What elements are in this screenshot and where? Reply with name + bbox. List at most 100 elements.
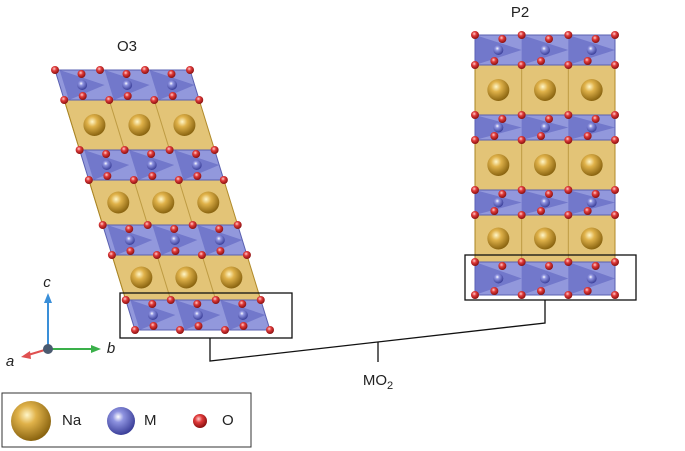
bracket-label-main: MO xyxy=(363,372,387,389)
na-atom xyxy=(580,227,603,250)
o-atom xyxy=(194,322,203,330)
prism-edge xyxy=(108,99,126,151)
o-atom xyxy=(96,66,104,74)
na-atom xyxy=(128,114,151,136)
o-atom xyxy=(105,96,114,104)
o-atom xyxy=(107,251,116,259)
m-atom xyxy=(540,122,550,133)
o-atom xyxy=(517,111,526,119)
o-atom xyxy=(471,61,479,69)
o-atom xyxy=(102,150,111,158)
o-atom xyxy=(490,207,499,215)
o-atom xyxy=(517,136,526,144)
na-atom xyxy=(197,191,220,214)
m-atom xyxy=(191,160,202,170)
na-atom xyxy=(487,227,510,250)
m-atom xyxy=(237,310,248,320)
o-atom xyxy=(120,146,129,154)
o-atom xyxy=(98,221,107,229)
na-atom xyxy=(130,266,153,289)
o-atom xyxy=(121,296,130,304)
o-atom xyxy=(498,262,507,270)
o-atom xyxy=(188,221,197,229)
o-atom xyxy=(611,291,619,299)
o-atom xyxy=(591,262,600,270)
o-atom xyxy=(611,211,619,219)
o-atom xyxy=(517,186,526,194)
o-atom xyxy=(51,66,59,74)
axis-label: a xyxy=(6,353,14,370)
o-atom xyxy=(611,136,619,144)
m-atom xyxy=(493,45,504,55)
m-atom xyxy=(146,160,157,170)
m-atom xyxy=(586,197,597,208)
o-atom xyxy=(149,322,158,330)
o-atom xyxy=(166,296,175,304)
m-atom xyxy=(77,80,88,90)
prism-edge xyxy=(178,179,194,226)
o-atom xyxy=(195,96,204,104)
m-atom xyxy=(586,45,597,55)
o-atom xyxy=(611,258,619,266)
prism-edge xyxy=(88,179,104,226)
o-atom xyxy=(583,287,592,295)
o-atom xyxy=(75,146,84,154)
o-atom xyxy=(471,211,479,219)
o-atom xyxy=(498,115,507,123)
o-atom xyxy=(583,57,592,65)
m-atom xyxy=(540,45,550,55)
structure-label: P2 xyxy=(511,4,529,21)
m-atom xyxy=(493,273,504,284)
o-atom xyxy=(564,291,573,299)
o-atom xyxy=(490,287,499,295)
o-atom xyxy=(78,92,87,100)
o-atom xyxy=(239,322,248,330)
axis-label: b xyxy=(107,340,115,357)
o-atom xyxy=(126,247,135,255)
o-atom xyxy=(490,132,499,140)
o-atom xyxy=(219,176,228,184)
o-atom xyxy=(221,326,229,334)
o-atom xyxy=(77,70,86,78)
o-atom xyxy=(471,291,479,299)
o-atom xyxy=(211,296,220,304)
o-atom xyxy=(537,207,545,215)
o-atom xyxy=(545,262,553,270)
m-atom xyxy=(101,160,112,170)
o-atom xyxy=(517,211,526,219)
o-atom xyxy=(545,190,553,198)
o-atom xyxy=(148,300,157,308)
na-atom xyxy=(534,154,556,176)
o-atom xyxy=(537,132,545,140)
o-atom xyxy=(176,326,184,334)
o-atom xyxy=(545,115,553,123)
o-atom xyxy=(517,31,526,39)
bracket-label-subscript: 2 xyxy=(387,380,393,392)
o-atom xyxy=(564,111,573,119)
o-atom xyxy=(517,291,526,299)
o-atom xyxy=(564,211,573,219)
o-atom xyxy=(266,326,274,334)
m-atom xyxy=(169,235,180,245)
m-atom xyxy=(147,310,158,320)
o-atom xyxy=(174,176,183,184)
o-atom xyxy=(193,300,202,308)
na-atom xyxy=(580,154,603,176)
o-atom xyxy=(129,176,138,184)
o-atom xyxy=(148,172,157,180)
axes-triad xyxy=(21,293,101,359)
m-atom xyxy=(540,197,550,208)
o-atom xyxy=(165,146,174,154)
m-atom xyxy=(124,235,135,245)
o-atom xyxy=(192,150,201,158)
o-atom xyxy=(471,186,479,194)
prism-edge xyxy=(63,99,81,151)
na-atom xyxy=(220,266,243,289)
o-atom xyxy=(256,296,265,304)
na-atom xyxy=(83,114,106,136)
o-atom xyxy=(564,31,573,39)
o-atom xyxy=(216,247,225,255)
o-atom xyxy=(564,136,573,144)
bracket xyxy=(119,254,637,362)
